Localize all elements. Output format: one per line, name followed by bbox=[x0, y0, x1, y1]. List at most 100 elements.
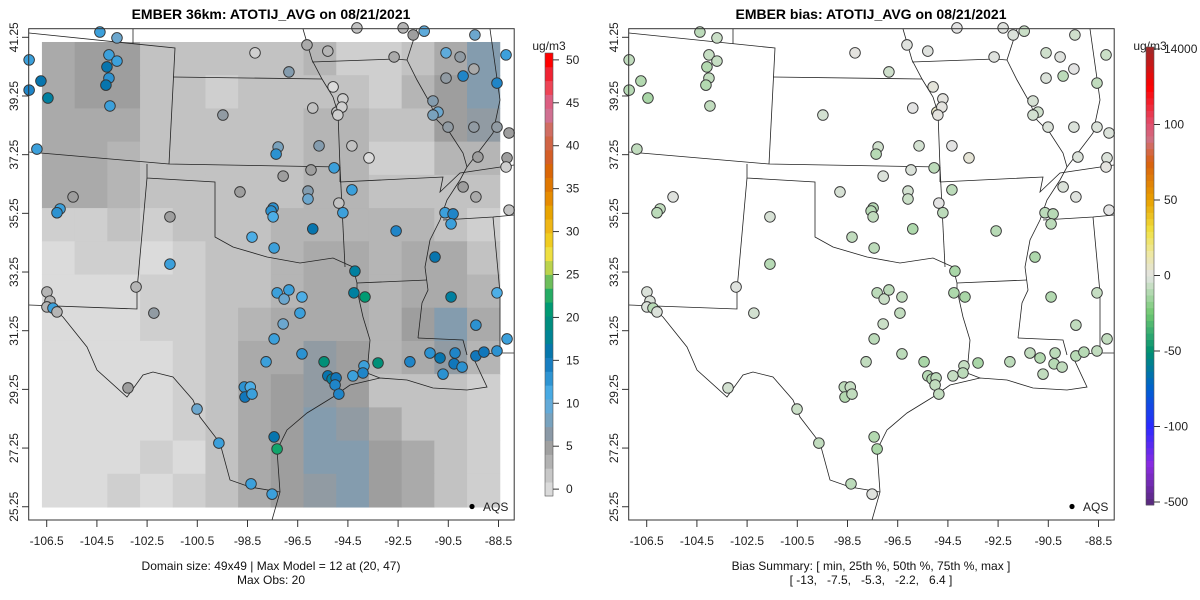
colorbar-tick-label: 0 bbox=[1164, 269, 1171, 283]
station-marker bbox=[103, 49, 115, 61]
colorbar-bin bbox=[1146, 454, 1154, 461]
colorbar-bin bbox=[1146, 415, 1154, 423]
colorbar-bin bbox=[1146, 282, 1154, 290]
station-marker bbox=[268, 333, 280, 345]
station-bias-marker bbox=[902, 193, 914, 205]
grid-cell bbox=[140, 407, 174, 442]
station-marker bbox=[328, 162, 340, 174]
grid-cell bbox=[336, 41, 370, 76]
colorbar-tick-label: 45 bbox=[566, 96, 580, 110]
colorbar-bin bbox=[1146, 225, 1154, 232]
station-bias-marker bbox=[704, 100, 716, 112]
station-marker bbox=[42, 92, 54, 104]
colorbar-bin bbox=[545, 219, 553, 234]
station-bias-marker bbox=[711, 55, 723, 67]
station-marker bbox=[348, 287, 360, 299]
grid-cell bbox=[401, 141, 435, 176]
grid-cell bbox=[303, 108, 337, 143]
grid-cell bbox=[467, 473, 501, 508]
colorbar-tick-label: 5 bbox=[566, 439, 573, 453]
station-bias-marker bbox=[764, 211, 776, 223]
x-tick-label: -98.5 bbox=[834, 534, 862, 548]
grid-cell bbox=[205, 141, 239, 176]
colorbar-tick-label: 30 bbox=[566, 225, 580, 239]
y-tick-label: 41.25 bbox=[7, 22, 21, 52]
station-marker bbox=[347, 370, 359, 382]
station-bias-marker bbox=[1091, 345, 1103, 357]
grid-cell bbox=[303, 473, 337, 508]
grid-cell bbox=[303, 407, 337, 442]
grid-cell bbox=[238, 141, 272, 176]
station-bias-marker bbox=[946, 184, 958, 196]
grid-cell bbox=[172, 75, 206, 109]
colorbar-bin bbox=[545, 412, 553, 428]
x-tick-label: -102.5 bbox=[130, 534, 164, 548]
station-bias-marker bbox=[846, 231, 858, 243]
station-bias-marker bbox=[1042, 121, 1054, 133]
right-state-borders bbox=[628, 28, 1115, 521]
station-marker bbox=[372, 357, 384, 369]
station-bias-marker bbox=[870, 148, 882, 160]
station-bias-marker bbox=[907, 102, 919, 114]
station-marker bbox=[333, 197, 345, 209]
colorbar-bin bbox=[1146, 123, 1154, 131]
station-marker bbox=[302, 193, 314, 205]
station-marker bbox=[418, 25, 430, 37]
station-marker bbox=[427, 109, 439, 121]
station-marker bbox=[357, 367, 369, 379]
x-tick-label: -88.5 bbox=[485, 534, 513, 548]
station-bias-marker bbox=[932, 109, 944, 121]
station-marker bbox=[501, 333, 513, 345]
colorbar-bin bbox=[545, 357, 553, 372]
station-bias-marker bbox=[1078, 346, 1090, 358]
colorbar-bin bbox=[1146, 155, 1154, 162]
station-bias-marker bbox=[933, 388, 945, 400]
station-marker bbox=[503, 127, 515, 139]
grid-cell bbox=[107, 241, 141, 276]
grid-cell bbox=[172, 307, 206, 342]
station-marker bbox=[271, 443, 283, 455]
colorbar-bin bbox=[1146, 409, 1154, 417]
colorbar-tick-label: 20 bbox=[566, 310, 580, 324]
x-tick-label: -90.5 bbox=[1035, 534, 1063, 548]
y-tick-label: 33.25 bbox=[7, 257, 21, 287]
grid-cell bbox=[172, 141, 206, 176]
colorbar-bin bbox=[1146, 53, 1154, 61]
grid-cell bbox=[303, 208, 337, 242]
station-bias-marker bbox=[1049, 347, 1061, 359]
station-bias-marker bbox=[1091, 287, 1103, 299]
grid-cell bbox=[172, 374, 206, 408]
station-bias-marker bbox=[1024, 347, 1036, 359]
grid-cell bbox=[303, 440, 337, 475]
grid-cell bbox=[107, 174, 141, 209]
grid-cell bbox=[205, 340, 239, 375]
colorbar-bin bbox=[1146, 142, 1154, 150]
grid-cell bbox=[467, 241, 501, 276]
colorbar-bin bbox=[1146, 377, 1154, 385]
x-tick-label: -106.5 bbox=[30, 534, 64, 548]
colorbar-bin bbox=[545, 343, 553, 358]
colorbar-bin bbox=[545, 53, 553, 68]
y-tick-label: 39.25 bbox=[7, 81, 21, 111]
x-tick-label: -88.5 bbox=[1085, 534, 1113, 548]
colorbar-bin bbox=[1146, 307, 1154, 315]
station-bias-marker bbox=[901, 39, 913, 51]
station-marker bbox=[503, 204, 515, 216]
colorbar-bin bbox=[1146, 365, 1154, 372]
station-marker bbox=[491, 287, 503, 299]
station-bias-marker bbox=[1072, 151, 1084, 163]
station-marker bbox=[337, 207, 349, 219]
y-tick-label: 37.25 bbox=[7, 139, 21, 169]
y-tick-label: 35.25 bbox=[607, 198, 621, 228]
station-bias-marker bbox=[946, 140, 958, 152]
station-bias-marker bbox=[907, 223, 919, 235]
grid-cell bbox=[238, 241, 272, 276]
station-marker bbox=[67, 191, 79, 203]
left-plot-frame bbox=[28, 28, 515, 521]
colorbar-bin bbox=[1146, 333, 1154, 341]
station-bias-marker bbox=[1091, 121, 1103, 133]
station-marker bbox=[470, 319, 482, 331]
station-marker bbox=[313, 140, 325, 152]
